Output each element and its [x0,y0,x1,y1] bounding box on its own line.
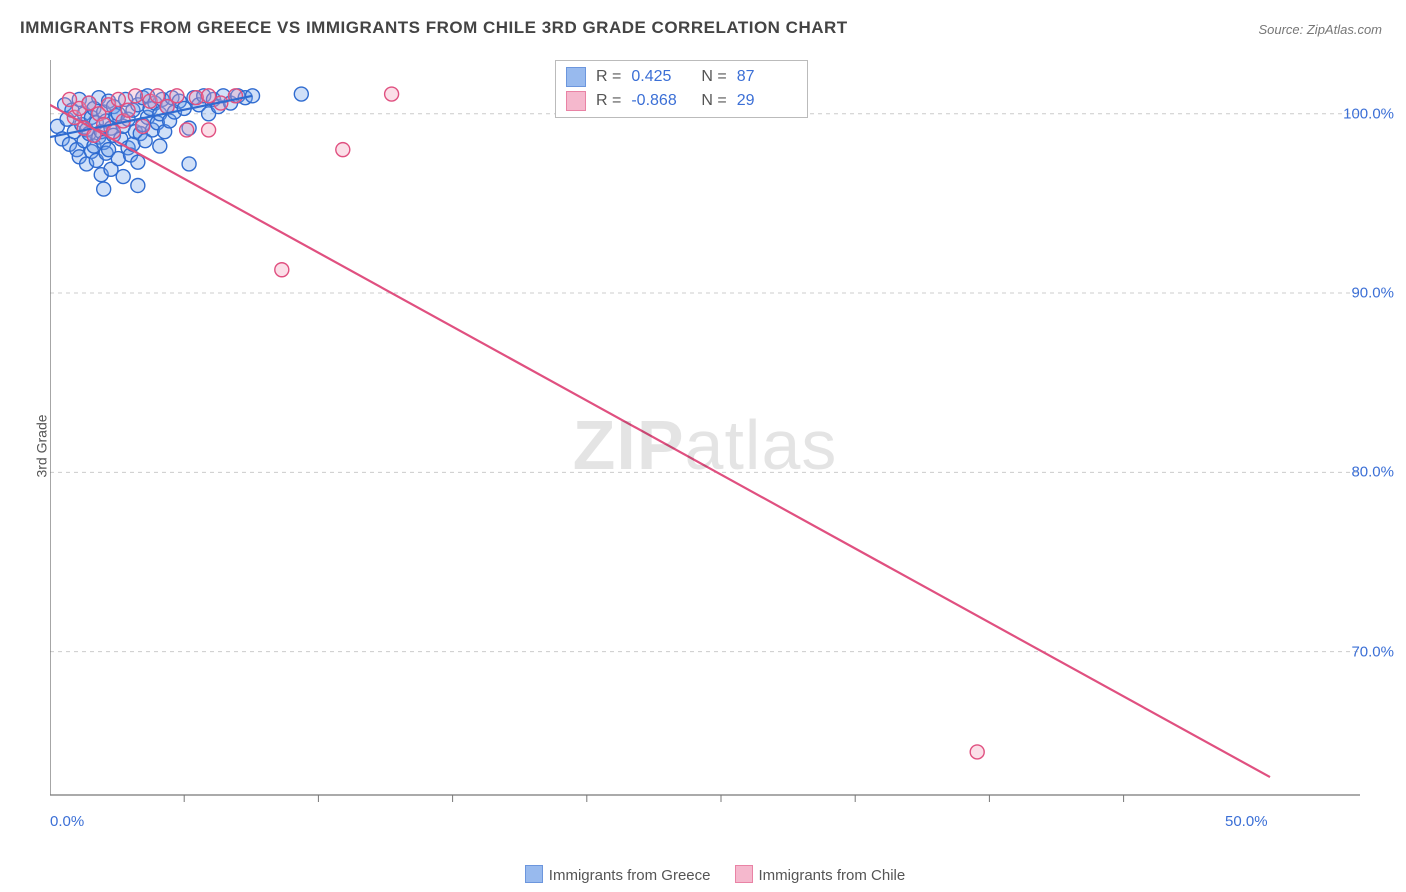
series-legend: Immigrants from Greece Immigrants from Ch… [0,865,1406,884]
n-value: 29 [737,89,797,113]
x-tick-label: 0.0% [50,813,84,830]
r-value: -0.868 [631,89,691,113]
r-label: R = [596,89,621,113]
r-value: 0.425 [631,65,691,89]
x-tick-label: 50.0% [1225,813,1268,830]
scatter-plot: ZIPatlas R =0.425N =87R =-0.868N =29 [50,55,1360,835]
stats-legend-row: R = 0.425 N = 87 [566,65,797,89]
n-value: 87 [737,65,797,89]
legend-label: Immigrants from Chile [759,867,906,884]
n-label: N = [701,65,726,89]
stats-legend-row: R = -0.868 N = 29 [566,89,797,113]
chart-canvas [50,55,1360,835]
legend-swatch [566,67,586,87]
y-axis-label: 3rd Grade [34,414,50,477]
stats-legend: R = 0.425 N = 87 R = -0.868 N = 29 [555,60,808,118]
n-label: N = [701,89,726,113]
chart-title: IMMIGRANTS FROM GREECE VS IMMIGRANTS FRO… [20,18,848,38]
y-tick-label: 70.0% [1351,643,1394,660]
legend-label: Immigrants from Greece [549,867,711,884]
y-tick-label: 100.0% [1343,105,1394,122]
r-label: R = [596,65,621,89]
legend-swatch [735,865,753,883]
source-attribution: Source: ZipAtlas.com [1258,22,1382,37]
legend-swatch [566,91,586,111]
y-tick-label: 90.0% [1351,285,1394,302]
legend-swatch [525,865,543,883]
y-tick-label: 80.0% [1351,464,1394,481]
